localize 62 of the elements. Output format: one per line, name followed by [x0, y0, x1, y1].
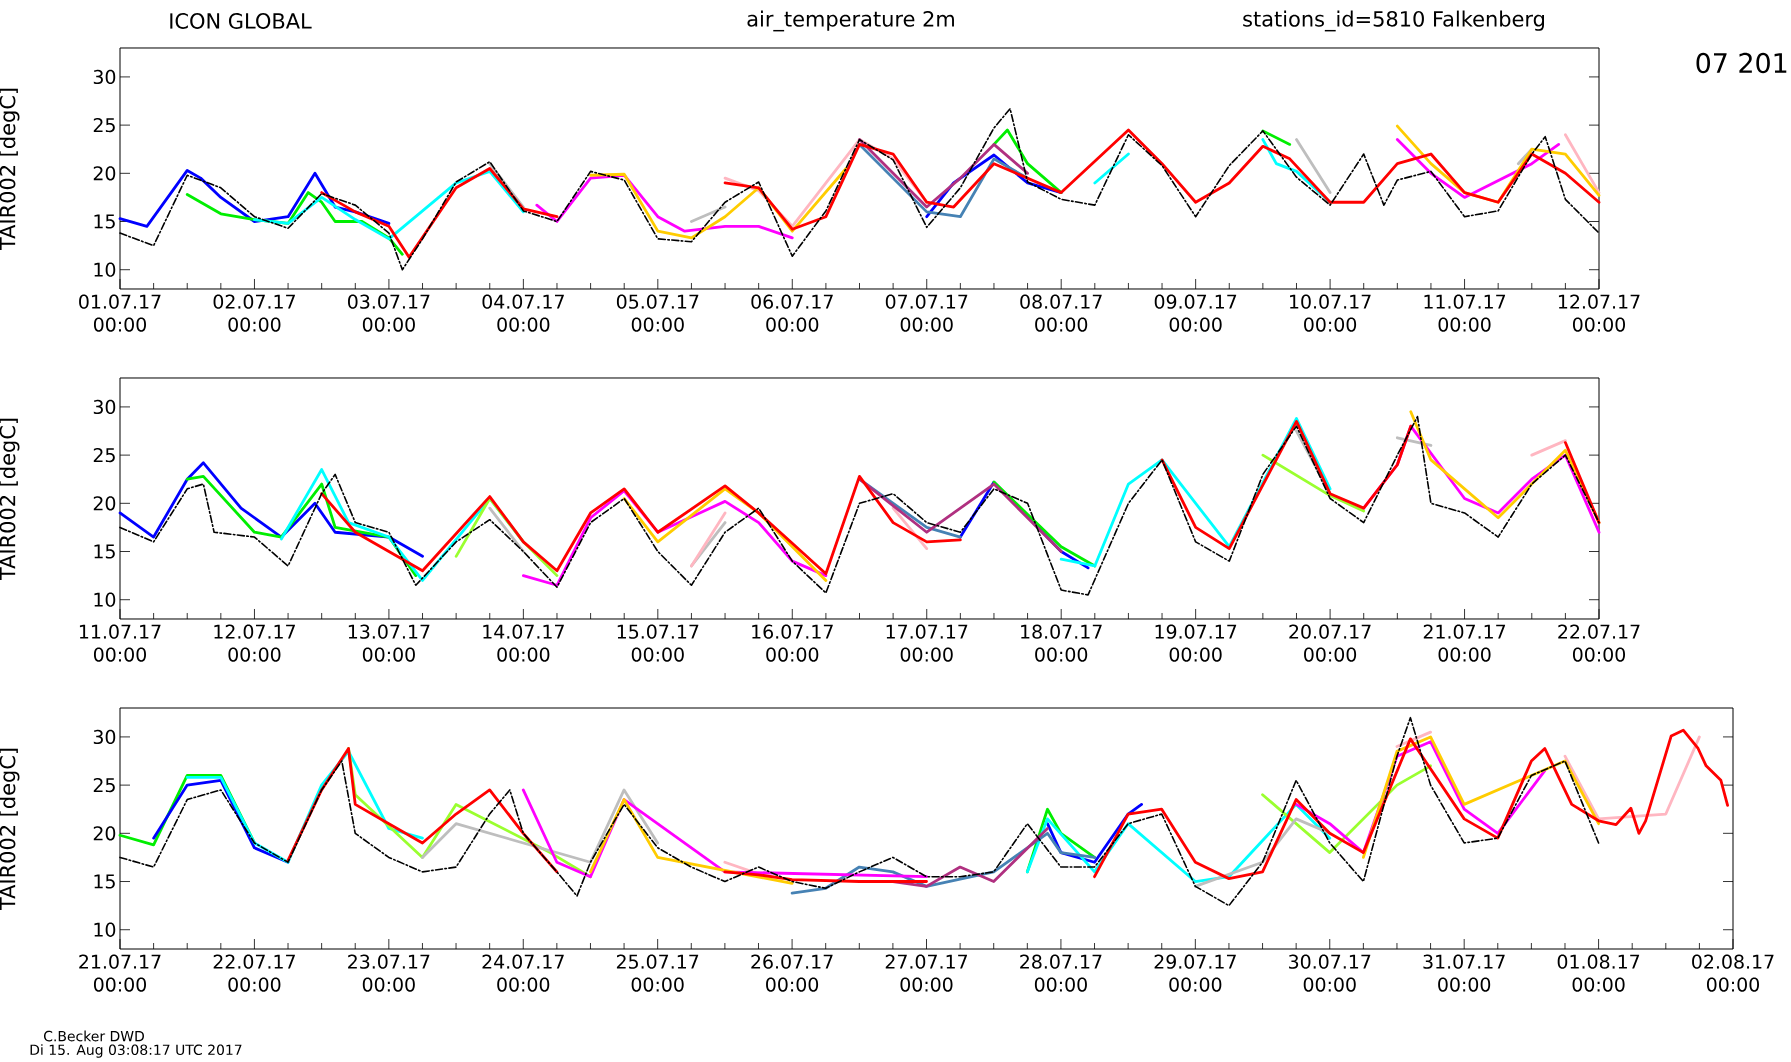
y-tick-label: 30	[93, 729, 116, 745]
x-tick-label: 30.07.17 00:00	[1289, 954, 1371, 992]
x-tick-label: 12.07.17 00:00	[214, 624, 295, 662]
text: Di 15. Aug 03:08:17 UTC 2017	[30, 1044, 242, 1058]
y-tick-label: 20	[93, 496, 116, 511]
x-tick-label: 06.07.17 00:00	[751, 294, 833, 332]
y-tick-label: 15	[94, 214, 115, 229]
x-tick-label: 11.07.17 00:00	[79, 624, 161, 662]
y-axis-title: TAIR002 [degC]	[0, 748, 20, 911]
x-tick-label: 07.07.17 00:00	[885, 294, 968, 332]
y-tick-label: 15	[94, 874, 115, 889]
x-tick-label: 29.07.17 00:00	[1154, 954, 1236, 992]
x-tick-label: 14.07.17 00:00	[483, 624, 564, 662]
y-axis-title: TAIR002 [degC]	[0, 88, 20, 251]
text: ICON GLOBAL	[170, 13, 312, 29]
x-tick-label: 09.07.17 00:00	[1154, 294, 1237, 332]
x-tick-label: 20.07.17 00:00	[1289, 624, 1371, 662]
x-tick-label: 23.07.17 00:00	[348, 954, 430, 992]
y-tick-label: 30	[93, 69, 116, 85]
x-tick-label: 08.07.17 00:00	[1020, 294, 1102, 332]
x-tick-label: 05.07.17 00:00	[616, 294, 699, 332]
x-tick-label: 04.07.17 00:00	[482, 294, 564, 332]
y-tick-label: 15	[94, 544, 115, 559]
x-tick-label: 02.07.17 00:00	[213, 294, 295, 332]
y-tick-label: 25	[93, 117, 115, 133]
x-tick-label: 11.07.17 00:00	[1424, 294, 1506, 332]
x-tick-label: 28.07.17 00:00	[1020, 954, 1102, 992]
x-tick-label: 24.07.17 00:00	[482, 954, 564, 992]
x-tick-label: 15.07.17 00:00	[617, 624, 699, 662]
y-tick-label: 10	[94, 922, 116, 937]
x-tick-label: 02.08.17 00:00	[1692, 954, 1774, 992]
x-tick-label: 03.07.17 00:00	[348, 294, 430, 332]
x-tick-label: 22.07.17 00:00	[1558, 624, 1640, 662]
line-series	[858, 477, 1063, 553]
x-tick-label: 21.07.17 00:00	[79, 954, 161, 992]
x-tick-label: 25.07.17 00:00	[616, 954, 699, 992]
y-tick-label: 30	[93, 399, 116, 415]
y-axis-title: TAIR002 [degC]	[0, 418, 20, 581]
y-tick-label: 20	[93, 826, 116, 841]
y-tick-label: 10	[94, 592, 116, 607]
x-tick-label: 01.08.17 00:00	[1557, 954, 1640, 992]
x-tick-label: 01.07.17 00:00	[79, 294, 161, 332]
x-tick-label: 26.07.17 00:00	[751, 954, 833, 992]
x-tick-label: 12.07.17 00:00	[1558, 294, 1640, 332]
x-tick-label: 16.07.17 00:00	[752, 624, 833, 662]
x-tick-label: 19.07.17 00:00	[1155, 624, 1237, 662]
x-tick-label: 18.07.17 00:00	[1021, 624, 1102, 662]
x-tick-label: 10.07.17 00:00	[1290, 294, 1371, 332]
x-tick-label: 13.07.17 00:00	[348, 624, 430, 662]
y-tick-label: 25	[93, 777, 115, 793]
y-tick-label: 20	[93, 166, 116, 181]
y-tick-label: 25	[93, 447, 115, 463]
x-tick-label: 17.07.17 00:00	[886, 624, 968, 662]
x-tick-label: 27.07.17 00:00	[885, 954, 968, 992]
x-tick-label: 31.07.17 00:00	[1423, 954, 1505, 992]
y-tick-label: 10	[94, 262, 116, 277]
text: stations_id=5810 Falkenberg	[1243, 10, 1544, 32]
x-tick-label: 22.07.17 00:00	[213, 954, 295, 992]
text: 07 201	[1696, 52, 1787, 74]
x-tick-label: 21.07.17 00:00	[1423, 624, 1506, 662]
text: C.Becker DWD	[43, 1030, 144, 1042]
chart-title: air_temperature 2m	[747, 10, 954, 32]
